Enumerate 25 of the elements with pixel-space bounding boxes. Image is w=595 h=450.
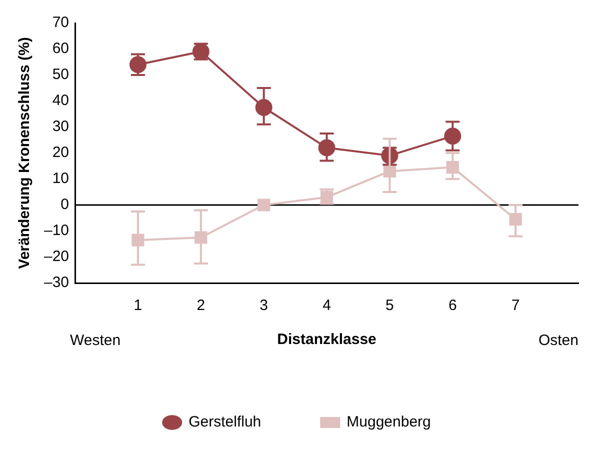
y-tick-label: –10 [44, 222, 70, 240]
x-tick-label: 4 [322, 297, 331, 314]
x-tick-label: 6 [448, 297, 457, 314]
x-tick-label: 7 [511, 297, 520, 314]
x-tick-label: 5 [386, 297, 394, 314]
y-axis-title: Veränderung Kronenschluss (%) [16, 37, 34, 269]
y-tick-label: 10 [52, 170, 70, 188]
legend-label: Gerstelfluh [188, 414, 262, 431]
point [258, 198, 270, 212]
y-tick-label: 70 [52, 14, 70, 32]
x-tick-label: 1 [134, 297, 142, 314]
y-tick-label: 50 [52, 66, 70, 84]
text: Westen [70, 332, 121, 350]
y-tick-label: –30 [44, 274, 70, 292]
y-tick-label: 60 [52, 40, 70, 58]
y-tick-label: 0 [60, 196, 70, 214]
x-axis-title: Distanzklasse [277, 331, 376, 348]
y-tick-label: 30 [52, 118, 70, 136]
x-tick-label: 2 [196, 297, 206, 314]
y-tick-label: 40 [52, 92, 70, 110]
y-tick-label: 20 [52, 144, 70, 162]
legend-label: Muggenberg [346, 414, 431, 431]
y-tick-label: –20 [44, 248, 70, 266]
x-tick-label: 3 [260, 297, 268, 314]
text: Osten [538, 332, 578, 350]
